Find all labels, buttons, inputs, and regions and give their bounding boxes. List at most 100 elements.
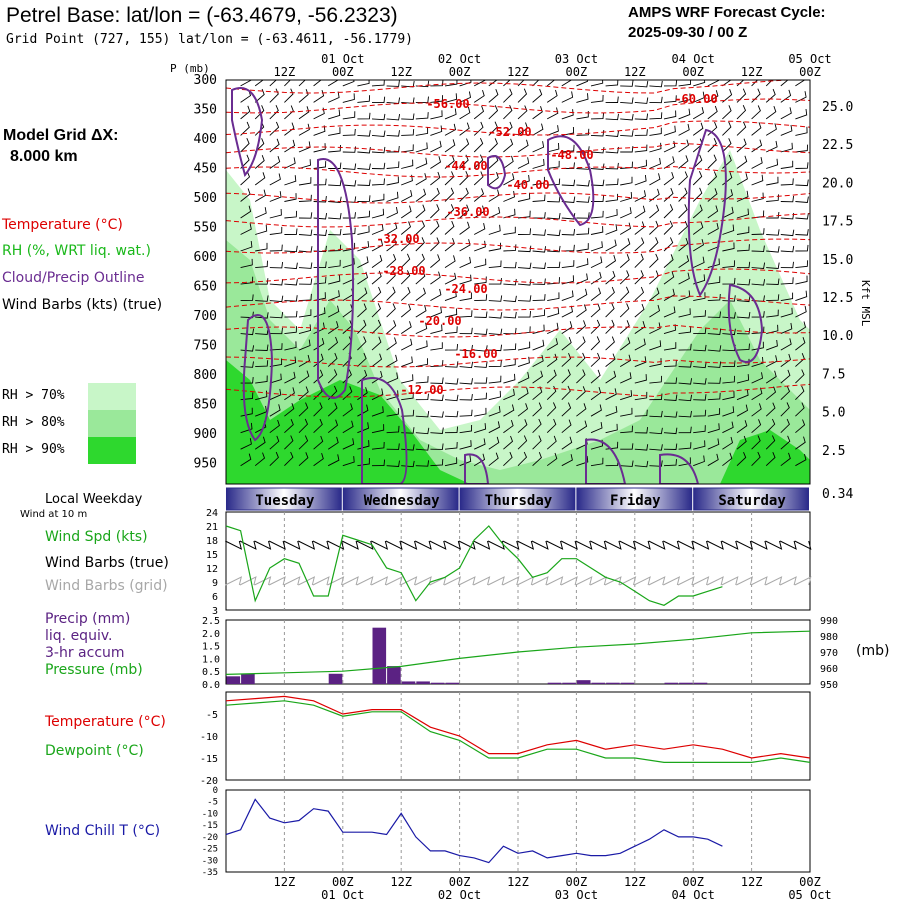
wind-barb (781, 73, 790, 86)
wind-barb (591, 77, 603, 86)
wind-barb (547, 292, 559, 300)
wind-barb (576, 258, 588, 267)
wind-barb (270, 174, 281, 186)
wind-barb (562, 109, 573, 119)
wind-barb (387, 287, 396, 301)
surface-wind-barb (736, 541, 752, 549)
wind-barb (781, 213, 794, 219)
wind-barb (430, 110, 442, 119)
surface-wind-barb (722, 541, 738, 549)
pressure-tick-label: 990 (820, 616, 838, 627)
wind-barb (547, 308, 559, 318)
wind-barb (357, 147, 370, 153)
wind-barb (766, 194, 778, 201)
wind-barb (474, 90, 484, 102)
wind-barb (357, 164, 370, 170)
bottom-day-label: 03 Oct (555, 888, 598, 900)
height-tick-label: 7.5 (822, 367, 845, 382)
wind-barb (752, 105, 761, 119)
wind-barb (591, 353, 600, 367)
wind-barb (591, 320, 600, 334)
wind-barb (357, 180, 370, 186)
wind-barb (533, 89, 542, 102)
wind-barb (416, 341, 427, 351)
wind-barb (606, 179, 619, 186)
bottom-hour-label: 00Z (566, 875, 588, 889)
wind-barb (664, 126, 675, 136)
surface-wind-barb (780, 541, 796, 549)
wind-barb (489, 243, 501, 251)
wind-barb (591, 226, 603, 234)
wind-barb (401, 114, 414, 120)
wind-barb (503, 89, 512, 103)
grid-wind-barb (780, 577, 796, 585)
wind-barb (664, 204, 673, 218)
grid-wind-barb (401, 577, 417, 585)
wind-barb (620, 238, 630, 251)
grid-wind-barb (766, 577, 782, 585)
wind-barb (299, 89, 308, 102)
top-hour-label: 00Z (799, 65, 821, 79)
wind-barb (795, 260, 807, 267)
wind-barb (591, 211, 603, 218)
wind-barb (518, 89, 527, 103)
wind-barb (372, 131, 385, 137)
wind-barb (795, 127, 807, 136)
wind-barb (649, 205, 658, 218)
wind-barb (693, 123, 703, 136)
wind-barb (679, 140, 689, 152)
wind-barb (460, 171, 469, 185)
wind-barb (430, 238, 439, 252)
grid-wind-barb (795, 577, 811, 585)
wind-barb (518, 295, 531, 301)
top-hour-label: 12Z (507, 65, 529, 79)
wind-barb (576, 320, 585, 333)
wind-tick-label: 12 (206, 564, 218, 575)
wind-barb (255, 225, 267, 235)
pressure-tick-label: 350 (194, 102, 217, 117)
wind-barb (489, 376, 501, 383)
wind-barb (387, 177, 399, 185)
wind-barb (255, 155, 264, 168)
wind-barb (518, 342, 530, 351)
wind-barb (620, 207, 631, 218)
wind-barb (576, 243, 588, 251)
wind-barb (606, 209, 618, 218)
wind-barb (547, 108, 558, 119)
bottom-hour-label: 00Z (799, 875, 821, 889)
grid-wind-barb (707, 577, 723, 585)
wind-barb (401, 287, 410, 301)
precip-bar (431, 683, 445, 684)
wind-barb (533, 212, 546, 218)
wind-barb (606, 114, 619, 120)
wind-barb (635, 145, 647, 152)
bottom-day-label: 05 Oct (788, 888, 831, 900)
wind-barb (606, 287, 615, 301)
wind-barb (591, 95, 603, 102)
wind-barb (503, 209, 515, 218)
height-tick-label: 17.5 (822, 215, 853, 230)
temp-tick-label: -5 (206, 710, 218, 721)
wind-barb (606, 163, 619, 169)
grid-wind-barb (488, 577, 504, 585)
wind-barb (606, 303, 615, 317)
wind-barb (401, 81, 414, 87)
height-tick-label: 0.34 (822, 487, 853, 502)
wind-barb (737, 89, 746, 103)
grid-wind-barb (620, 577, 636, 585)
grid-wind-barb (240, 577, 256, 585)
grid-wind-barb (678, 577, 694, 585)
surface-wind-barb (766, 541, 782, 549)
wind-barb (766, 89, 775, 102)
temperature-contour (226, 79, 810, 93)
wind-barb (533, 309, 545, 317)
wind-barb (474, 122, 483, 135)
wind-barb (635, 206, 645, 218)
wind-barb (372, 178, 385, 185)
top-hour-label: 00Z (682, 65, 704, 79)
wind-barb (270, 209, 282, 218)
precip-bar (548, 683, 562, 684)
weekday-label: Wednesday (364, 493, 440, 509)
height-tick-label: 15.0 (822, 253, 853, 268)
wind-barb (606, 255, 616, 268)
